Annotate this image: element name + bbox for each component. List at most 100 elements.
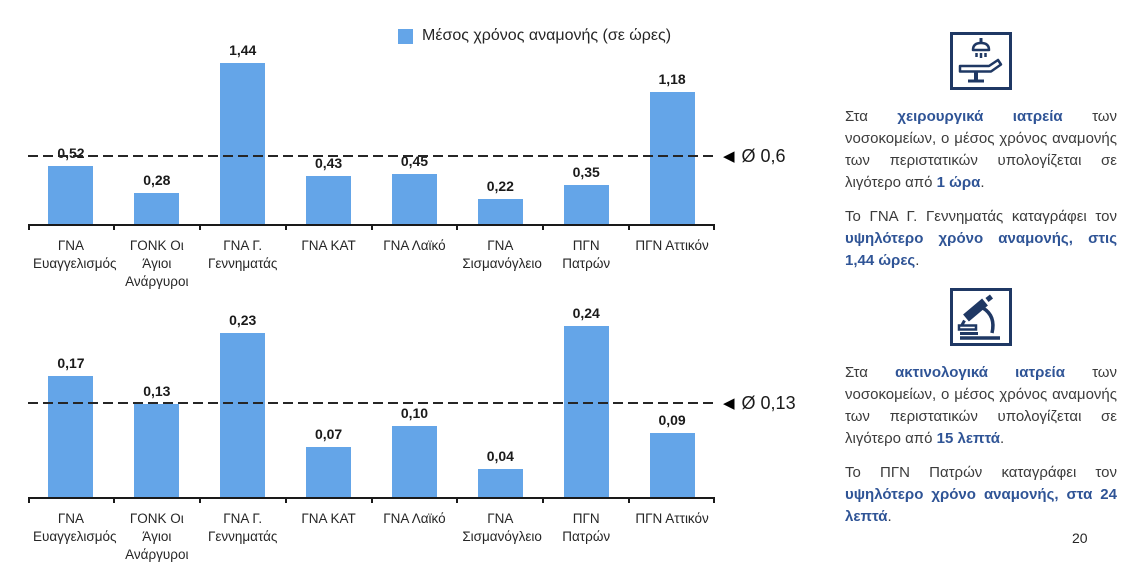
bar bbox=[563, 185, 609, 224]
bar-slot: 0,45 bbox=[372, 24, 458, 224]
axis-tick bbox=[370, 497, 373, 503]
radiology-wait-time-chart: 0,17 0,13 0,23 0,07 0,10 0,04 0,24 0,09 ΓΝΑ Ευα… bbox=[28, 304, 796, 562]
average-dashed-line bbox=[28, 402, 715, 404]
left-arrow-icon: ◀ bbox=[723, 147, 735, 165]
bar bbox=[48, 376, 94, 497]
category-label: ΠΓΝ Αττικόν bbox=[635, 238, 709, 253]
axis-tick bbox=[198, 224, 201, 230]
bar-value-label: 0,22 bbox=[483, 177, 517, 195]
category-label: ΓΝΑ ΚΑΤ bbox=[301, 238, 356, 253]
bar-slot: 0,24 bbox=[543, 304, 629, 497]
bar-value-label: 0,07 bbox=[311, 425, 346, 443]
bar-value-label: 0,23 bbox=[226, 311, 260, 329]
bar-value-label: 0,13 bbox=[140, 382, 174, 400]
category-label: ΓΟΝΚ Οι Άγιοι Ανάργυροι bbox=[125, 238, 189, 289]
radiology-info-panel: Στα ακτινολογικά ιατρεία των νοσοκομείων… bbox=[845, 288, 1117, 528]
bar-slot: 0,07 bbox=[286, 307, 372, 497]
category-label: ΠΓΝ Πατρών bbox=[562, 511, 611, 544]
bar-value-label: 1,44 bbox=[226, 41, 260, 59]
bar-value-label: 0,04 bbox=[483, 447, 517, 465]
category-label: ΓΝΑ Ευαγγελισμός bbox=[32, 238, 117, 271]
bar-value-label: 0,28 bbox=[140, 171, 174, 189]
operating-room-icon bbox=[950, 32, 1012, 90]
bar bbox=[306, 447, 352, 497]
surgical-info-panel: Στα χειρουργικά ιατρεία των νοσοκομείων,… bbox=[845, 32, 1117, 272]
axis-tick bbox=[198, 497, 201, 503]
axis-ticks bbox=[28, 224, 715, 230]
axis-tick bbox=[713, 497, 715, 503]
legend-label: Μέσος χρόνος αναμονής (σε ώρες) bbox=[422, 27, 672, 44]
average-value-label: Ø 0,6 bbox=[741, 145, 786, 166]
chart-legend: Μέσος χρόνος αναμονής (σε ώρες) bbox=[398, 27, 671, 45]
bar-value-label: 0,35 bbox=[569, 163, 603, 181]
average-value-label: Ø 0,13 bbox=[741, 392, 796, 413]
bar-slot: 0,35 bbox=[543, 24, 629, 224]
info-paragraph: Το ΓΝΑ Γ. Γεννηματάς καταγράφει τον υψηλ… bbox=[845, 208, 1117, 269]
bar-slot: 0,23 bbox=[200, 307, 286, 497]
axis-tick bbox=[28, 497, 30, 503]
axis-tick bbox=[542, 224, 545, 230]
info-paragraph: Το ΠΓΝ Πατρών καταγράφει τον υψηλότερο χ… bbox=[845, 464, 1117, 525]
axis-tick bbox=[370, 224, 373, 230]
axis-tick bbox=[628, 497, 631, 503]
bars-area: 0,52 0,28 1,44 0,43 0,45 0,22 0,35 1,18 bbox=[28, 24, 715, 224]
bar-value-label: 0,43 bbox=[311, 154, 346, 172]
legend-swatch-icon bbox=[398, 28, 413, 44]
bars-area: 0,17 0,13 0,23 0,07 0,10 0,04 0,24 0,09 bbox=[28, 304, 715, 497]
bar bbox=[649, 92, 695, 224]
axis-tick bbox=[542, 497, 545, 503]
axis-tick bbox=[28, 224, 30, 230]
bar bbox=[563, 326, 609, 497]
bar bbox=[134, 193, 180, 224]
axis-tick bbox=[628, 224, 631, 230]
info-paragraph: Στα χειρουργικά ιατρεία των νοσοκομείων,… bbox=[845, 108, 1118, 191]
category-label: ΓΝΑ Γ. Γεννηματάς bbox=[207, 511, 278, 544]
axis-tick bbox=[112, 497, 115, 503]
bar-value-label: 1,18 bbox=[655, 70, 689, 88]
category-label: ΓΝΑ Ευαγγελισμός bbox=[32, 511, 117, 544]
category-label: ΓΟΝΚ Οι Άγιοι Ανάργυροι bbox=[125, 511, 189, 562]
bar bbox=[391, 174, 437, 224]
bar-slot: 0,13 bbox=[114, 307, 200, 497]
bar bbox=[477, 199, 523, 224]
category-axis-labels: ΓΝΑ Ευαγγελισμός ΓΟΝΚ Οι Άγιοι Ανάργυροι Γ… bbox=[28, 510, 715, 564]
category-label: ΠΓΝ Αττικόν bbox=[635, 511, 709, 526]
category-label: ΓΝΑ Σισμανόγλειο bbox=[462, 238, 542, 271]
category-label: ΓΝΑ ΚΑΤ bbox=[301, 511, 356, 526]
bar-value-label: 0,52 bbox=[54, 144, 88, 162]
category-label: ΓΝΑ Λαϊκό bbox=[383, 511, 446, 526]
bar bbox=[134, 404, 180, 497]
axis-tick bbox=[284, 497, 287, 503]
bar bbox=[477, 469, 523, 497]
bar-slot: 0,22 bbox=[457, 24, 543, 224]
axis-tick bbox=[112, 224, 115, 230]
page-number: 20 bbox=[1072, 530, 1088, 546]
bar-slot: 0,43 bbox=[286, 24, 372, 224]
bar-slot: 0,04 bbox=[457, 307, 543, 497]
axis-tick bbox=[284, 224, 287, 230]
bar-slot: 0,28 bbox=[114, 24, 200, 224]
axis-tick bbox=[456, 497, 459, 503]
bar-value-label: 0,17 bbox=[54, 354, 88, 372]
axis-ticks bbox=[28, 497, 715, 503]
bar bbox=[649, 433, 695, 497]
average-annotation: ◀ Ø 0,6 bbox=[723, 144, 786, 168]
bar-value-label: 0,10 bbox=[397, 404, 432, 422]
bar-slot: 1,44 bbox=[200, 24, 286, 224]
bar-slot: 0,52 bbox=[28, 24, 114, 224]
left-arrow-icon: ◀ bbox=[723, 394, 735, 412]
bar bbox=[220, 63, 266, 224]
category-label: ΓΝΑ Σισμανόγλειο bbox=[462, 511, 542, 544]
category-label: ΓΝΑ Γ. Γεννηματάς bbox=[207, 238, 278, 271]
category-axis-labels: ΓΝΑ Ευαγγελισμός ΓΟΝΚ Οι Άγιοι Ανάργυροι Γ… bbox=[28, 237, 715, 291]
average-annotation: ◀ Ø 0,13 bbox=[723, 391, 796, 415]
bar-slot: 1,18 bbox=[629, 24, 715, 224]
average-dashed-line bbox=[28, 155, 715, 157]
bar bbox=[391, 426, 437, 497]
axis-tick bbox=[713, 224, 715, 230]
bar-slot: 0,10 bbox=[372, 307, 458, 497]
info-paragraph: Στα ακτινολογικά ιατρεία των νοσοκομείων… bbox=[845, 364, 1118, 447]
bar-value-label: 0,09 bbox=[655, 411, 689, 429]
microscope-icon bbox=[950, 288, 1012, 346]
